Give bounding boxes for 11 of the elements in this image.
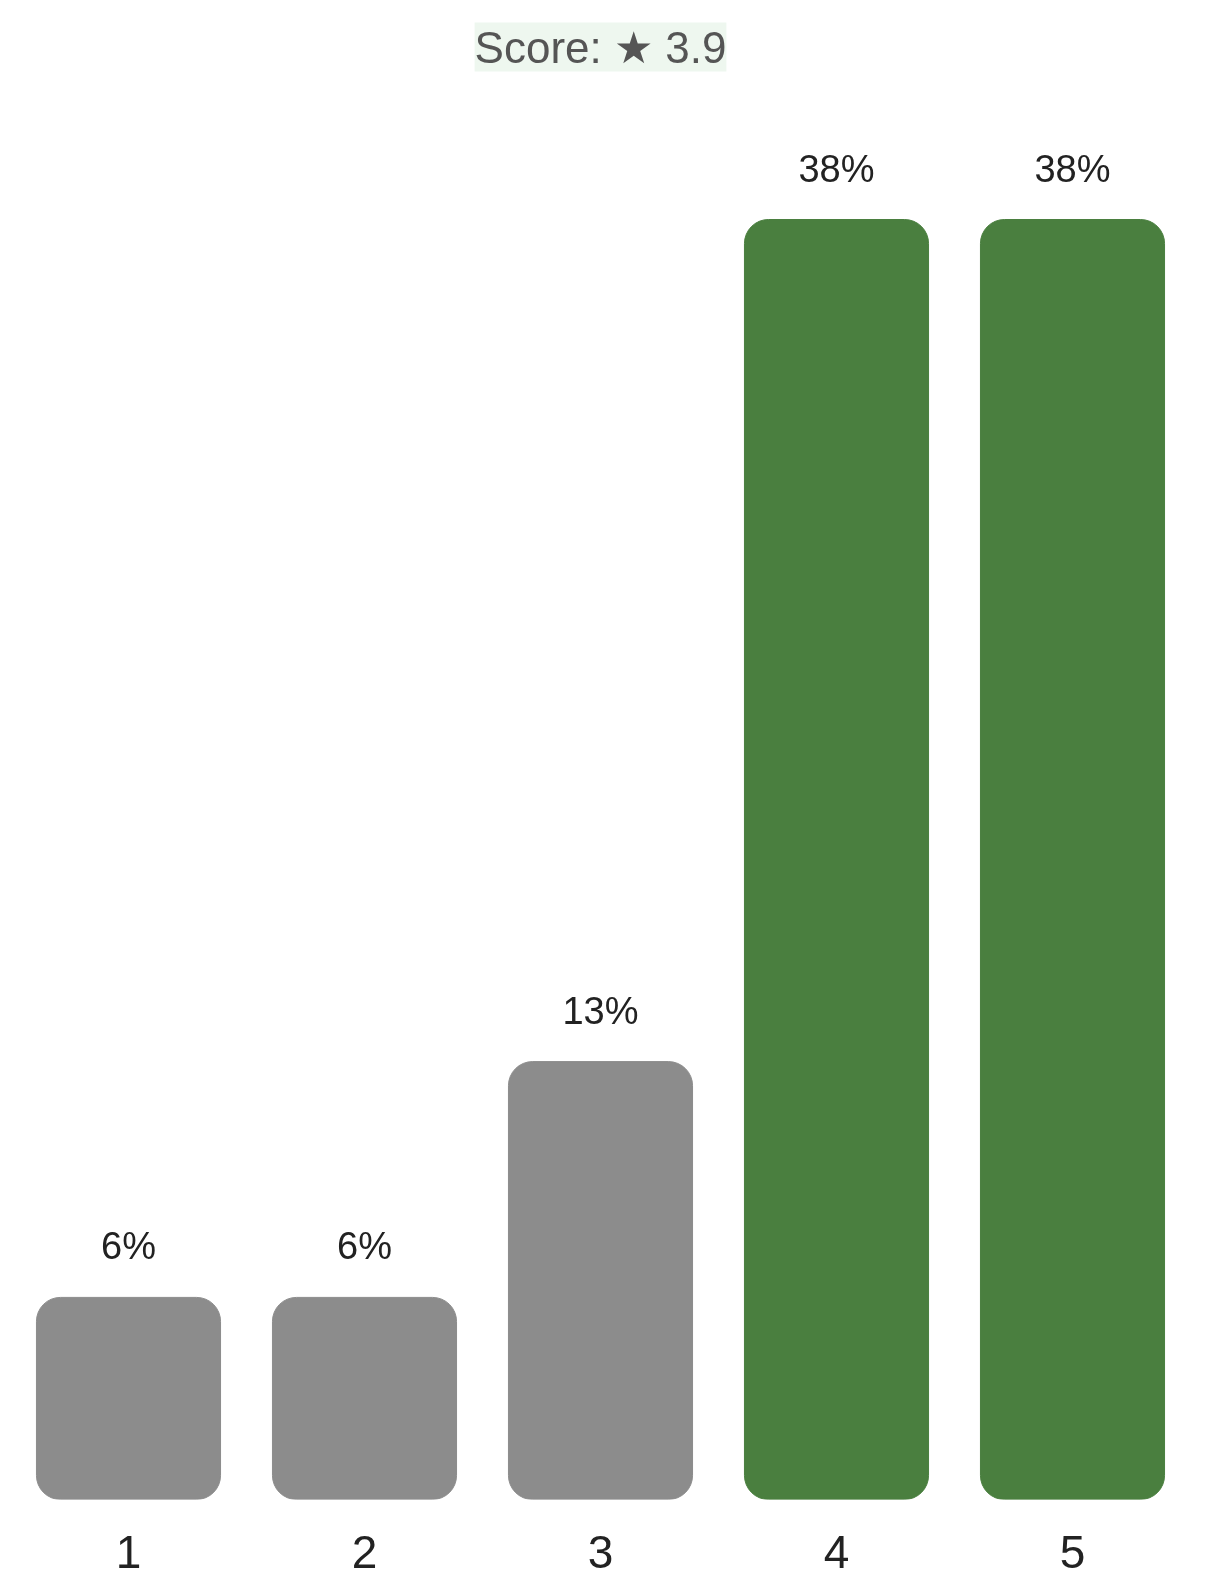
data-label: 6% [337,1225,392,1268]
data-label: 6% [101,1225,156,1268]
x-tick-label: 2 [351,1525,378,1578]
x-tick-label: 1 [115,1525,142,1578]
chart-title: Score: ★ 3.9 [474,22,727,72]
x-tick-label: 5 [1059,1525,1086,1578]
x-tick-label: 3 [587,1525,614,1578]
data-label: 38% [1034,147,1111,190]
data-label: 13% [562,989,639,1032]
x-tick-label: 4 [823,1525,850,1578]
data-label: 38% [798,147,875,190]
